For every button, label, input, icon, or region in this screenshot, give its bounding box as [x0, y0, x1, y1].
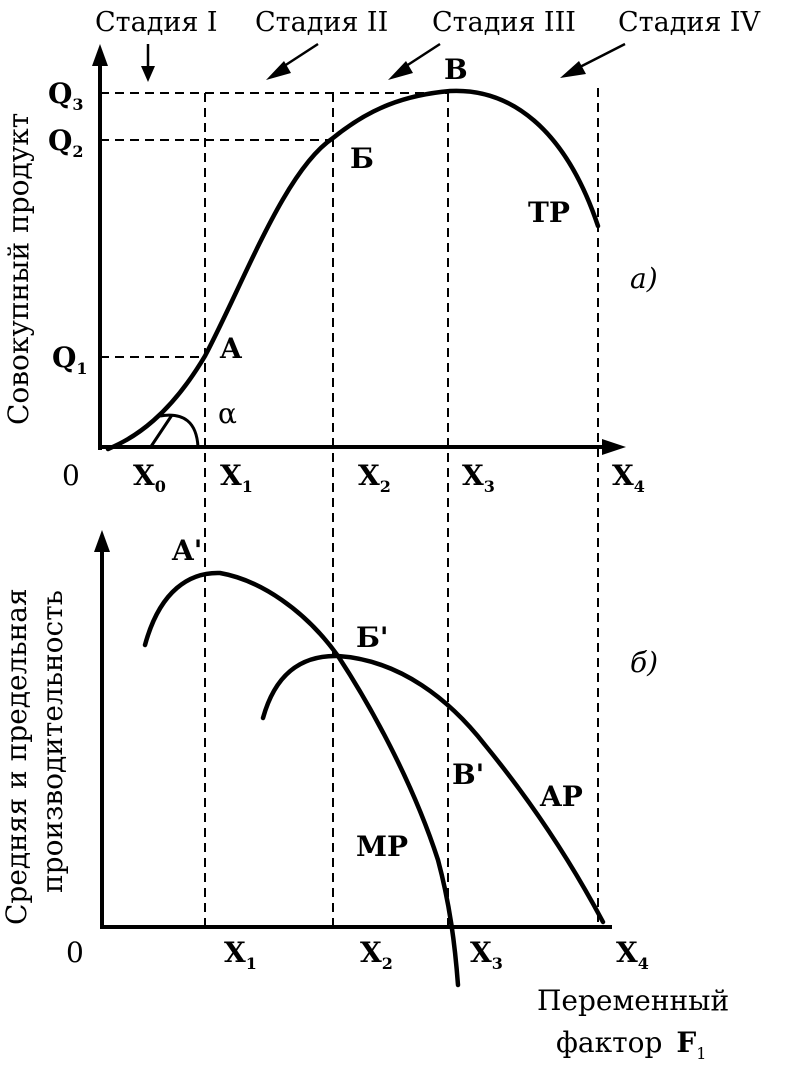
bottom-x1-label: X1 [224, 936, 257, 973]
top-x3-label: X3 [462, 459, 495, 496]
top-x-axis-arrowhead [602, 439, 626, 455]
q3-label: Q3 [48, 77, 84, 114]
bottom-y-axis-label-line2: производительность [36, 590, 69, 893]
point-a-label: A [219, 332, 243, 365]
bottom-x-axis-label-line1: Переменный [537, 984, 729, 1017]
ap-label: AP [539, 780, 583, 813]
panel-b-label: б) [630, 646, 658, 679]
q1-label: Q1 [52, 341, 88, 378]
point-v-label: В [444, 53, 468, 86]
bottom-x3-label: X3 [470, 936, 503, 973]
top-y-axis-label: Совокупный продукт [2, 113, 35, 425]
point-b-label: Б [350, 142, 374, 175]
top-y-axis-arrowhead [92, 44, 108, 66]
stage-2-label: Стадия II [255, 7, 388, 38]
point-b-prime-label: Б' [356, 621, 389, 654]
stage-3-label: Стадия III [432, 7, 576, 38]
bottom-origin-label: 0 [66, 936, 84, 969]
alpha-arc [159, 413, 200, 448]
stage-4-arrow [560, 42, 626, 78]
stage-2-arrow [266, 42, 319, 80]
stage-1-arrow [141, 44, 155, 82]
tangent-ray [148, 414, 174, 449]
bottom-panel: Средняя и предельная производительность … [0, 530, 729, 1063]
top-x4-label: X4 [612, 459, 645, 496]
tp-label: TP [528, 196, 570, 229]
bottom-x-axis-label-line2: фактор F1 [556, 1026, 706, 1063]
bottom-x4-label: X4 [616, 936, 649, 973]
panel-a-label: а) [630, 262, 658, 295]
stage-1-label: Стадия I [95, 7, 218, 38]
stage-4-label: Стадия IV [618, 7, 761, 38]
top-x2-label: X2 [358, 459, 391, 496]
point-v-prime-label: В' [452, 758, 484, 791]
mp-curve [142, 570, 461, 988]
top-panel: Совокупный продукт Q3 Q2 Q1 α A Б В TP а… [2, 44, 658, 496]
alpha-label: α [218, 397, 237, 430]
q2-label: Q2 [48, 124, 84, 161]
x0-label: X0 [133, 459, 166, 496]
bottom-y-axis-arrowhead [94, 530, 110, 552]
stage-3-arrow [388, 42, 441, 80]
mp-label: MP [356, 830, 408, 863]
point-a-prime-label: A' [171, 534, 202, 567]
bottom-y-axis-label-line1: Средняя и предельная [0, 588, 33, 925]
top-origin-label: 0 [62, 459, 80, 492]
ap-curve [260, 653, 606, 925]
bottom-x2-label: X2 [360, 936, 393, 973]
top-x1-label: X1 [220, 459, 253, 496]
